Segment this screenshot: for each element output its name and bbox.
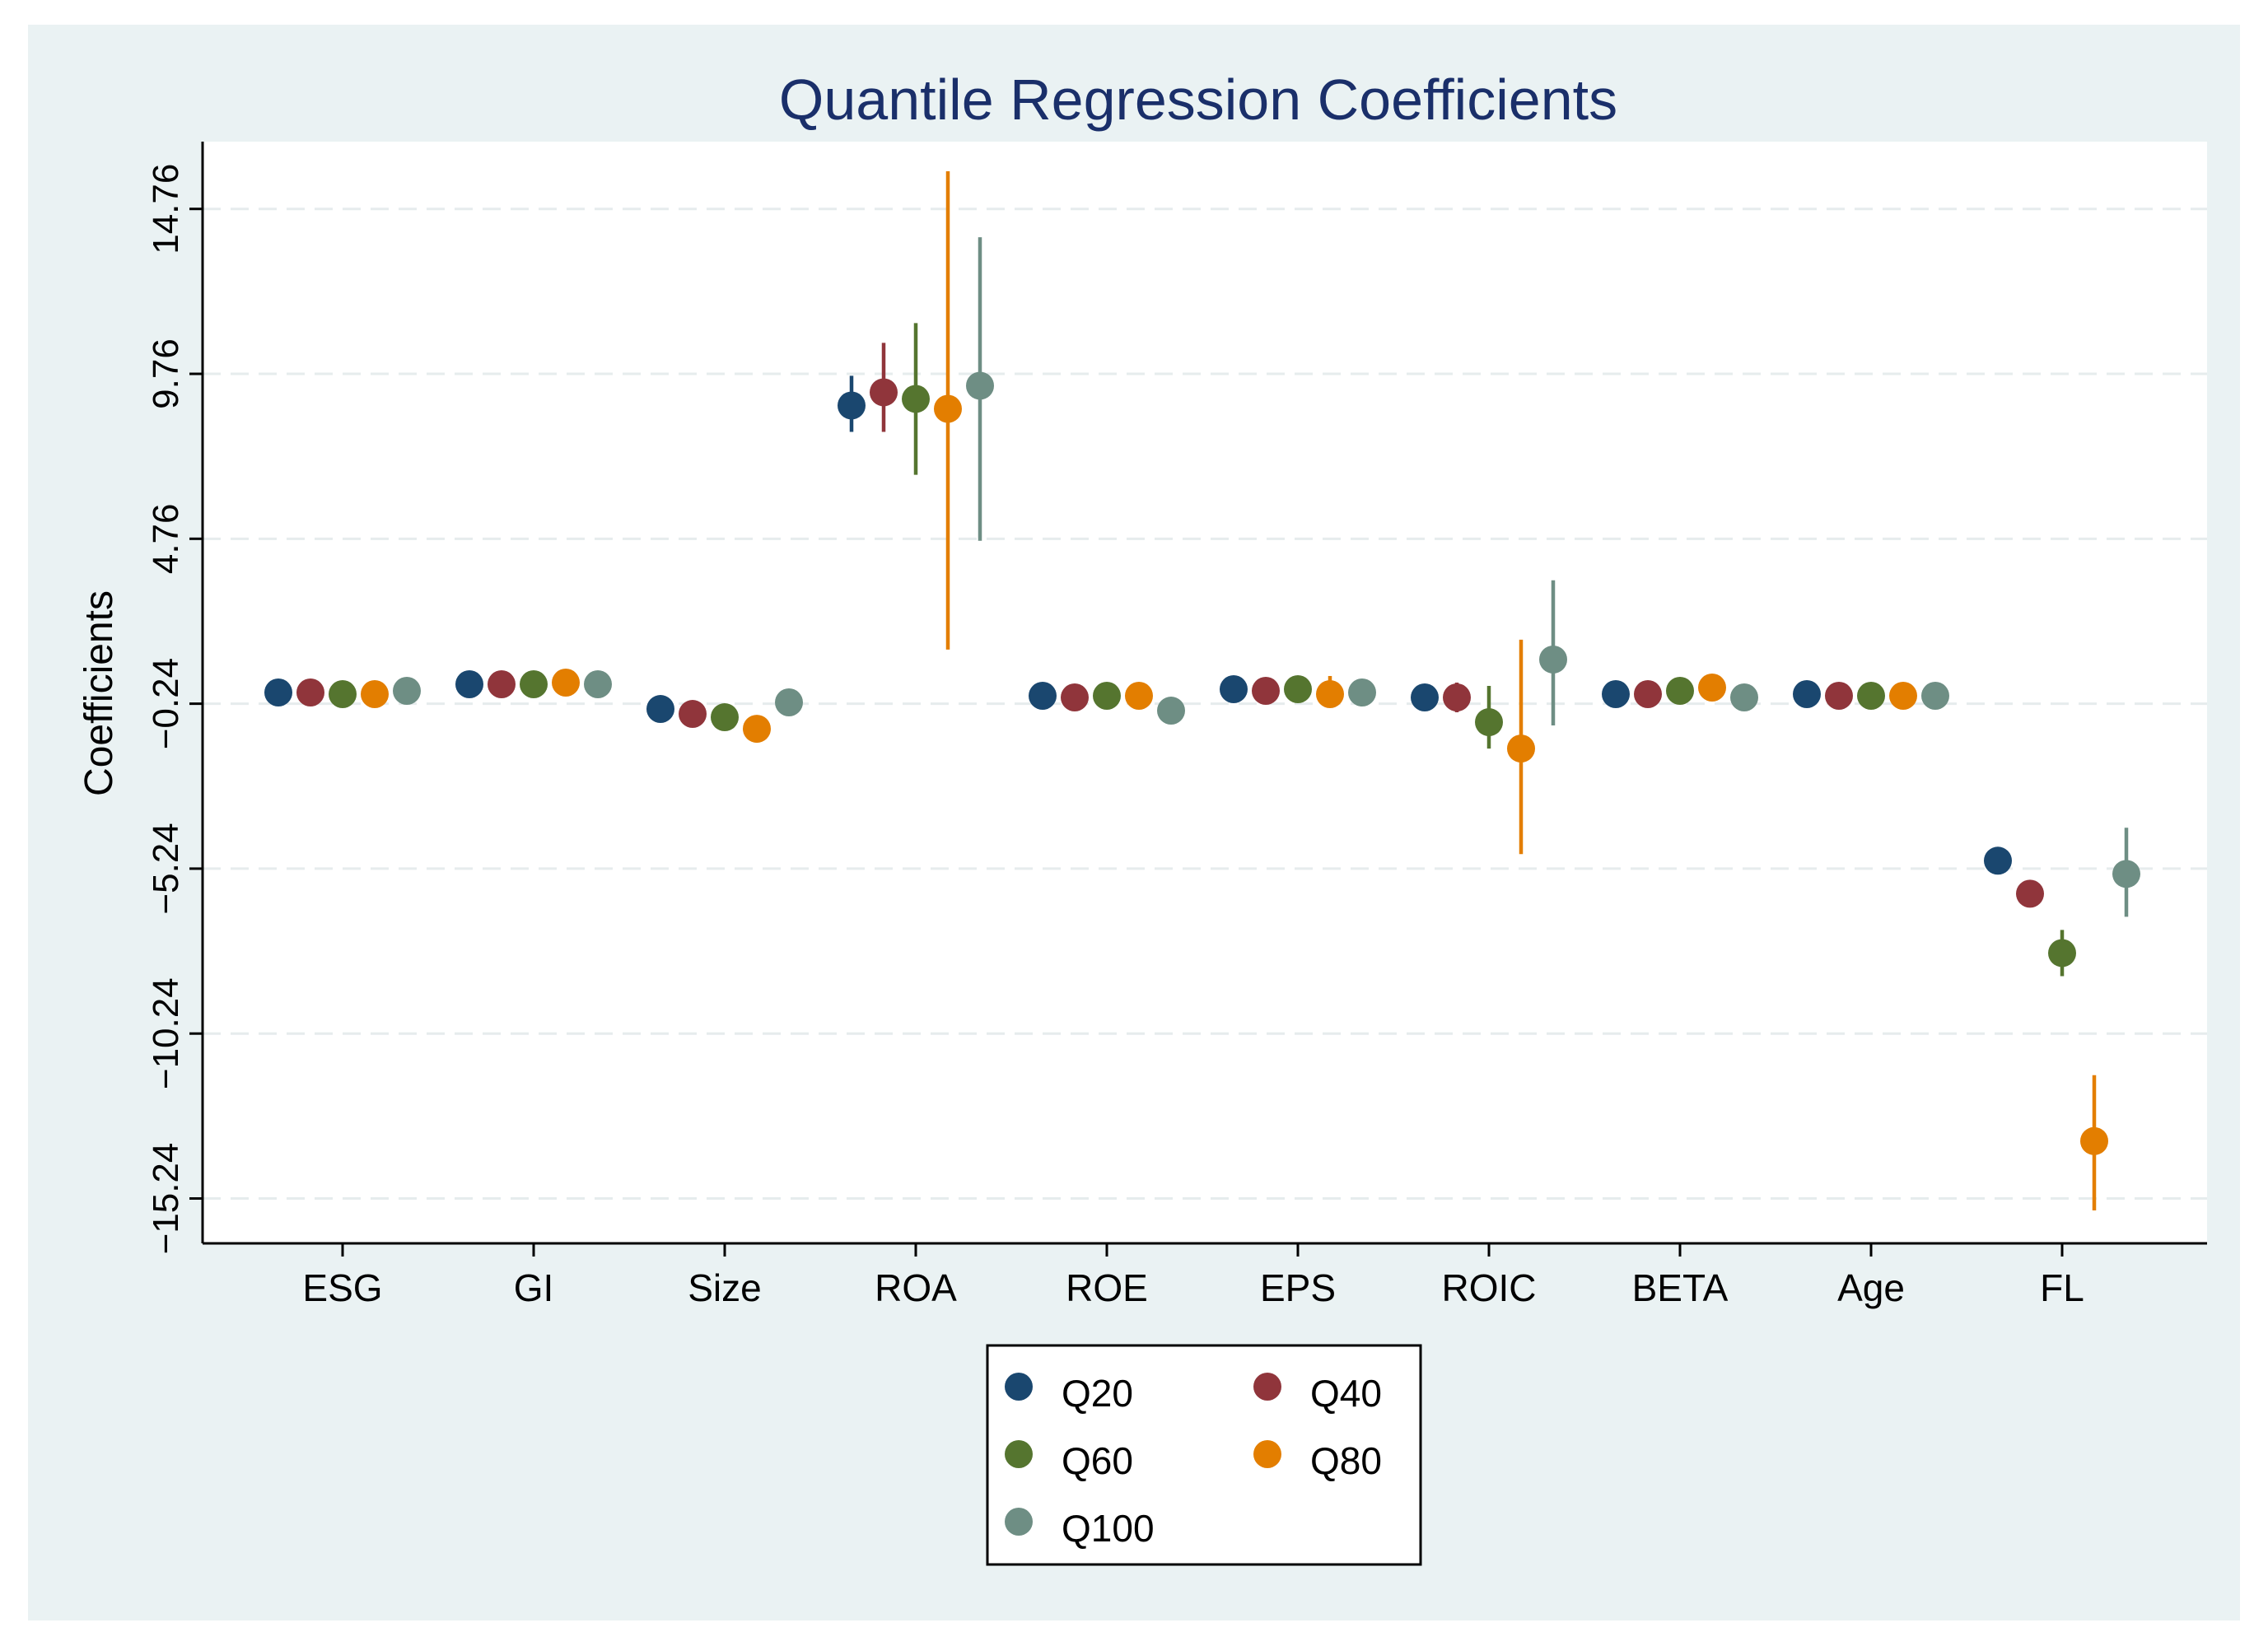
- data-point: [2112, 860, 2140, 888]
- data-point: [743, 715, 771, 744]
- chart-title: Quantile Regression Coefficients: [779, 68, 1617, 132]
- data-point: [1730, 683, 1758, 712]
- data-point: [775, 688, 803, 717]
- data-point: [646, 695, 674, 724]
- data-point: [1666, 676, 1694, 705]
- data-point: [296, 678, 324, 706]
- legend-label: Q100: [1062, 1507, 1155, 1550]
- data-point: [1348, 678, 1376, 706]
- axes: 14.76 9.76 4.76 −0.24 −5.24 −10.24 −15.24 ESG GI…: [146, 142, 2207, 1309]
- y-tick-label: 14.76: [146, 164, 186, 254]
- x-tick-label: ROE: [1066, 1266, 1148, 1309]
- data-point: [1061, 683, 1089, 712]
- data-point: [1411, 683, 1439, 712]
- legend-box: [986, 1344, 1422, 1566]
- x-tick-label: GI: [514, 1266, 554, 1309]
- data-point: [902, 385, 930, 413]
- chart-marks: [264, 171, 2140, 1210]
- data-point: [393, 676, 421, 705]
- y-tick-label: 4.76: [146, 504, 186, 575]
- data-point: [361, 680, 389, 709]
- data-point: [1825, 682, 1853, 711]
- data-point: [1316, 680, 1344, 709]
- data-point: [934, 394, 962, 423]
- data-point: [455, 669, 483, 698]
- data-point: [1157, 697, 1185, 725]
- data-point: [2048, 939, 2076, 968]
- data-point: [838, 391, 866, 420]
- data-point: [1634, 680, 1662, 709]
- data-point: [870, 378, 898, 407]
- data-point: [1252, 676, 1280, 705]
- legend-label: Q20: [1062, 1372, 1133, 1415]
- data-point: [1793, 680, 1821, 709]
- y-axis-label: Coefficients: [77, 590, 121, 796]
- x-tick-label: FL: [2040, 1266, 2084, 1309]
- legend-marker: [1005, 1508, 1033, 1536]
- data-point: [1698, 673, 1726, 702]
- legend-marker: [1253, 1373, 1281, 1401]
- data-point: [1125, 682, 1153, 711]
- legend-marker: [1005, 1373, 1033, 1401]
- y-tick-label: 9.76: [146, 338, 186, 409]
- y-tick-label: −10.24: [146, 977, 186, 1089]
- data-point: [520, 669, 548, 698]
- data-point: [1539, 645, 1567, 674]
- data-point: [1029, 682, 1057, 711]
- data-point: [329, 680, 357, 709]
- data-point: [711, 703, 739, 732]
- data-point: [1921, 682, 1949, 711]
- data-point: [1284, 674, 1312, 703]
- legend-marker: [1005, 1440, 1033, 1468]
- data-point: [679, 700, 707, 729]
- legend-label: Q80: [1310, 1439, 1382, 1482]
- legend-label: Q60: [1062, 1439, 1133, 1482]
- y-tick-label: −5.24: [146, 823, 186, 914]
- data-point: [1475, 708, 1503, 737]
- data-point: [966, 371, 994, 400]
- data-point: [264, 678, 292, 706]
- data-point: [1507, 734, 1535, 763]
- y-tick-label: −15.24: [146, 1143, 186, 1255]
- data-point: [1093, 682, 1121, 711]
- data-point: [1443, 683, 1471, 712]
- data-point: [584, 669, 612, 698]
- data-point: [2016, 879, 2044, 908]
- x-tick-label: BETA: [1632, 1266, 1729, 1309]
- x-tick-label: ESG: [302, 1266, 382, 1309]
- legend-label: Q40: [1310, 1372, 1382, 1415]
- y-tick-label: −0.24: [146, 658, 186, 749]
- data-point: [2080, 1126, 2108, 1155]
- data-point: [1857, 682, 1885, 711]
- data-point: [1984, 846, 2012, 875]
- legend-marker: [1253, 1440, 1281, 1468]
- data-point: [488, 669, 516, 698]
- x-tick-label: Size: [688, 1266, 761, 1309]
- data-point: [1220, 674, 1248, 703]
- data-point: [1889, 682, 1917, 711]
- legend: Q20 Q40 Q60 Q80 Q100: [986, 1344, 1422, 1566]
- data-point: [1602, 680, 1630, 709]
- x-tick-label: Age: [1837, 1266, 1905, 1309]
- x-tick-label: ROA: [875, 1266, 957, 1309]
- x-tick-label: ROIC: [1442, 1266, 1537, 1309]
- x-tick-label: EPS: [1260, 1266, 1336, 1309]
- data-point: [552, 668, 580, 697]
